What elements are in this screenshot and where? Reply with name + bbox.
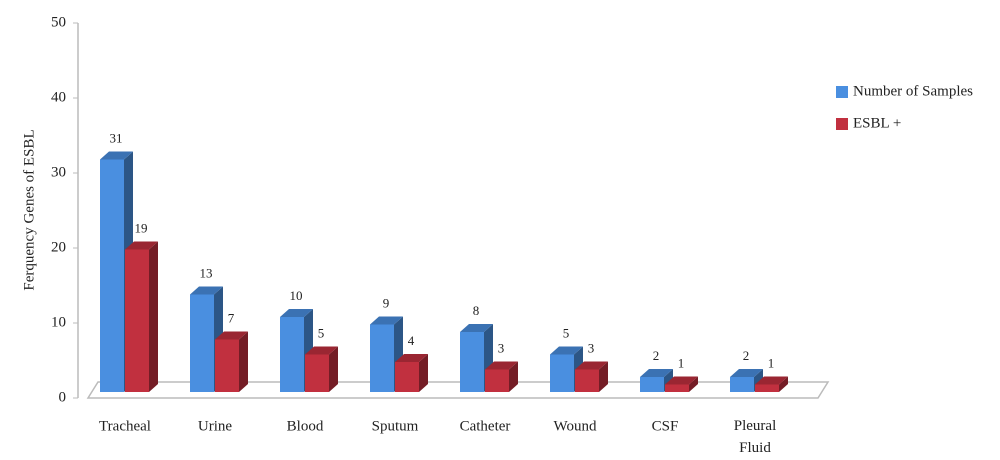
x-tick-label: Catheter: [460, 418, 511, 434]
bar-face: [305, 354, 329, 392]
bar-face: [190, 294, 214, 392]
bar-face: [215, 331, 248, 340]
value-label: 10: [290, 288, 303, 303]
bar-face: [149, 241, 158, 392]
bar-face: [755, 376, 788, 385]
bar-face: [550, 354, 574, 392]
bar-face: [395, 354, 428, 362]
bar-face: [280, 317, 304, 392]
bar-face: [419, 354, 428, 392]
bar-face: [395, 362, 419, 392]
value-label: 13: [200, 265, 213, 280]
x-tick-label: Urine: [198, 418, 232, 434]
bar-face: [485, 361, 518, 370]
y-tick-label: 40: [51, 89, 66, 105]
value-label: 4: [408, 333, 415, 348]
legend-swatch: [836, 86, 848, 98]
y-tick-label: 10: [51, 314, 66, 330]
bar: [665, 376, 698, 392]
bar-face: [100, 151, 133, 160]
x-tick-label: Tracheal: [99, 418, 151, 434]
value-label: 3: [588, 340, 595, 355]
value-label: 19: [135, 220, 148, 235]
bar-face: [305, 346, 338, 355]
bar-face: [550, 346, 583, 355]
bar-face: [125, 241, 158, 250]
bar-face: [460, 324, 493, 332]
bar-face: [370, 324, 394, 392]
bar-face: [779, 376, 788, 392]
value-label: 31: [110, 130, 123, 145]
value-label: 1: [678, 355, 685, 370]
y-axis-label: Ferquency Genes of ESBL: [21, 129, 37, 290]
value-label: 2: [653, 348, 660, 363]
bar-face: [575, 361, 608, 370]
legend-swatch: [836, 118, 848, 130]
x-tick-label: Wound: [554, 418, 597, 434]
bar-face: [755, 384, 779, 392]
legend-label: ESBL +: [853, 115, 901, 131]
bar-face: [509, 361, 518, 392]
y-tick-label: 50: [51, 14, 66, 30]
value-label: 9: [383, 295, 390, 310]
bar-face: [125, 249, 149, 392]
value-label: 3: [498, 340, 505, 355]
bar-face: [190, 286, 223, 295]
bar: [575, 361, 608, 392]
bar-face: [575, 369, 599, 392]
x-tick-label: Sputum: [372, 418, 419, 434]
bar-face: [689, 376, 698, 392]
y-tick-label: 30: [51, 164, 66, 180]
bar: [485, 361, 518, 392]
bar: [215, 331, 248, 392]
legend-label: Number of Samples: [853, 83, 973, 99]
x-tick-label: Pleural Fluid: [734, 418, 777, 456]
bar-face: [640, 377, 664, 392]
bar-face: [730, 377, 754, 392]
value-label: 1: [768, 355, 775, 370]
value-label: 5: [318, 325, 325, 340]
x-tick-label: CSF: [652, 418, 679, 434]
value-label: 7: [228, 310, 235, 325]
bar-face: [485, 369, 509, 392]
bar-face: [730, 369, 763, 377]
bar-face: [665, 376, 698, 385]
bar: [305, 346, 338, 392]
bar-face: [640, 369, 673, 377]
bar: [125, 241, 158, 392]
bar: [395, 354, 428, 392]
value-label: 5: [563, 325, 570, 340]
bar-face: [215, 339, 239, 392]
bar-face: [100, 159, 124, 392]
y-tick-label: 0: [59, 389, 67, 405]
y-tick-label: 20: [51, 239, 66, 255]
bar-face: [599, 361, 608, 392]
value-label: 8: [473, 303, 480, 318]
value-label: 2: [743, 348, 750, 363]
bar-face: [329, 346, 338, 392]
bar-face: [280, 309, 313, 317]
bar-face: [239, 331, 248, 392]
x-tick-label: Blood: [287, 418, 324, 434]
bar-face: [665, 384, 689, 392]
bar-face: [460, 332, 484, 392]
bar-face: [370, 316, 403, 325]
bar: [755, 376, 788, 392]
